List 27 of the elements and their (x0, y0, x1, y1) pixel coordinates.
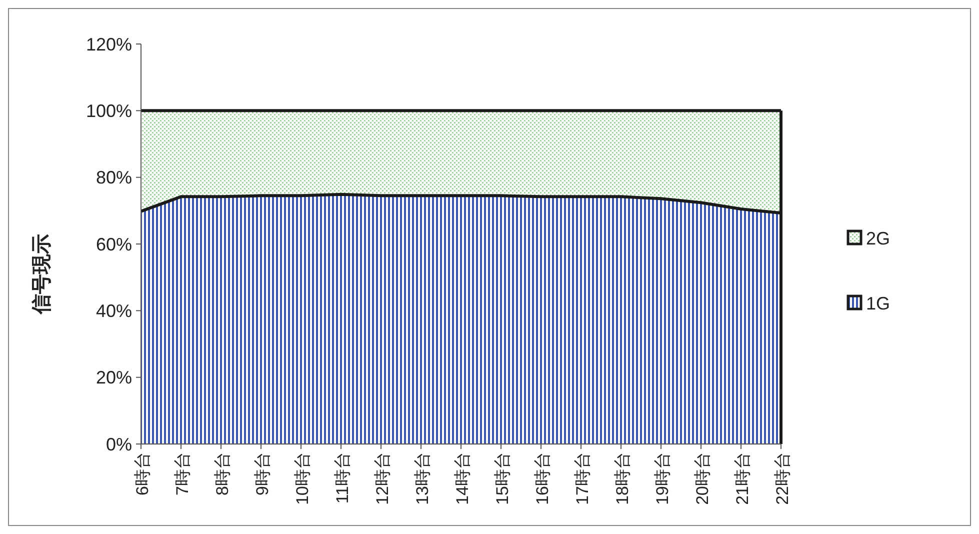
x-tick-label: 9時台 (252, 452, 272, 496)
legend-label: 2G (866, 228, 890, 248)
y-tick-label: 100% (86, 100, 132, 121)
x-tick-label: 11時台 (332, 452, 352, 504)
y-tick-label: 120% (86, 34, 132, 54)
legend-label: 1G (866, 293, 890, 314)
x-tick-label: 18時台 (612, 452, 632, 505)
x-tick-label: 12時台 (372, 452, 392, 505)
y-tick-label: 80% (96, 168, 132, 188)
x-tick-label: 10時台 (292, 452, 312, 505)
x-tick-label: 6時台 (132, 452, 152, 496)
x-tick-label: 7時台 (172, 452, 192, 496)
x-tick-label: 17時台 (572, 452, 592, 505)
x-tick-label: 14時台 (452, 452, 472, 505)
y-tick-label: 60% (96, 234, 132, 254)
y-tick-label: 20% (96, 368, 132, 388)
y-tick-label: 40% (96, 300, 132, 321)
x-tick-label: 19時台 (652, 452, 672, 505)
x-tick-label: 20時台 (692, 452, 712, 505)
y-tick-label: 0% (106, 434, 132, 454)
x-tick-label: 15時台 (492, 452, 512, 505)
x-tick-label: 22時台 (772, 452, 792, 505)
y-axis-title: 信号現示 (31, 234, 53, 315)
x-tick-label: 16時台 (532, 452, 552, 505)
x-tick-label: 21時台 (732, 452, 752, 505)
x-tick-label: 8時台 (212, 452, 232, 496)
x-tick-label: 13時台 (412, 452, 432, 505)
